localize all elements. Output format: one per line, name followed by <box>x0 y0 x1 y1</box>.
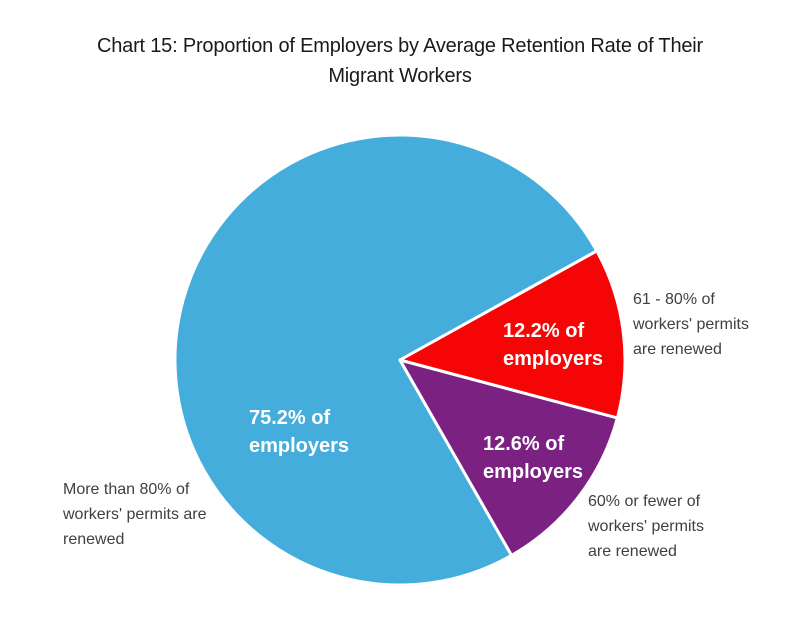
category-label-60-or-fewer-line1: 60% or fewer of <box>588 493 701 510</box>
chart-title-line1: Chart 15: Proportion of Employers by Ave… <box>97 35 703 57</box>
data-label-purple-line1: 12.6% of <box>483 433 565 455</box>
chart-title: Chart 15: Proportion of Employers by Ave… <box>0 31 800 91</box>
category-label-more-than-80-line1: More than 80% of <box>63 481 190 498</box>
data-label-red-line1: 12.2% of <box>503 320 585 342</box>
category-label-60-or-fewer-line3: are renewed <box>588 543 677 560</box>
category-label-61-80-line3: are renewed <box>633 341 722 358</box>
pie-slice-61-80-renewed <box>398 249 627 420</box>
data-label-purple-slice: 12.6% of employers <box>483 430 583 486</box>
category-label-60-or-fewer-line2: workers' permits <box>588 518 704 535</box>
pie-slice-60-or-fewer-renewed <box>398 358 619 557</box>
category-label-more-than-80-line3: renewed <box>63 531 125 548</box>
data-label-blue-line1: 75.2% of <box>249 407 331 429</box>
category-label-61-80-line2: workers' permits <box>633 316 749 333</box>
category-label-more-than-80: More than 80% of workers' permits are re… <box>63 477 207 552</box>
category-label-60-or-fewer: 60% or fewer of workers' permits are ren… <box>588 489 704 564</box>
data-label-blue-line2: employers <box>249 435 350 457</box>
data-label-blue-slice: 75.2% of employers <box>249 404 349 460</box>
category-label-more-than-80-line2: workers' permits are <box>63 506 207 523</box>
data-label-purple-line2: employers <box>483 461 584 483</box>
data-label-red-line2: employers <box>503 348 604 370</box>
data-label-red-slice: 12.2% of employers <box>503 317 603 373</box>
pie-slice-more-than-80-renewed <box>173 133 599 587</box>
category-label-61-80-line1: 61 - 80% of <box>633 291 715 308</box>
chart-title-line2: Migrant Workers <box>328 65 472 87</box>
category-label-61-80: 61 - 80% of workers' permits are renewed <box>633 287 749 362</box>
